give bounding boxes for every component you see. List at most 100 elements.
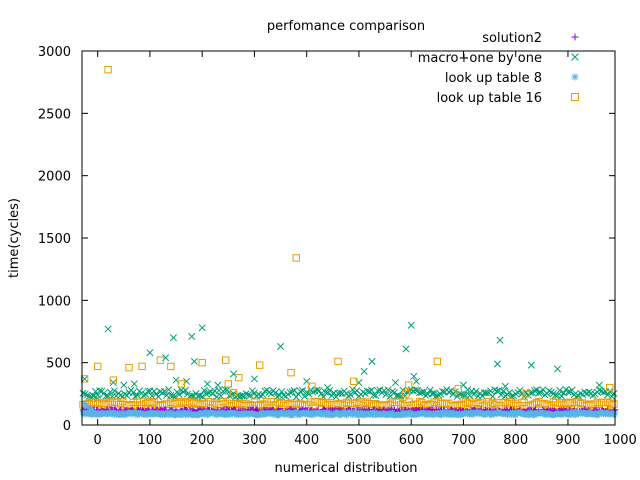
axes: 0 100 200 300 400 500 600 700 800 900 1000 0 500 1000…: [38, 45, 637, 448]
chart-title: perfomance comparison: [267, 19, 425, 34]
data-point: [212, 409, 219, 417]
data-point: [280, 391, 288, 399]
data-point: [257, 401, 265, 410]
data-point: [493, 360, 501, 368]
series-3: [79, 66, 618, 410]
y-tick-label: 500: [46, 357, 71, 372]
data-point: [165, 400, 173, 409]
data-point: [250, 375, 258, 383]
data-point: [402, 390, 410, 398]
x-tick-label: 100: [138, 433, 163, 448]
legend-item: macro+one by one: [418, 51, 579, 66]
data-point: [167, 398, 175, 406]
x-tick-label: 0: [94, 433, 102, 448]
data-point: [568, 386, 576, 394]
data-point: [610, 411, 618, 418]
data-point: [288, 388, 296, 396]
data-point: [422, 391, 430, 400]
x-tick-label: 600: [399, 433, 424, 448]
data-point: [109, 376, 118, 384]
data-point: [89, 406, 96, 414]
data-point: [344, 392, 353, 400]
data-point: [407, 321, 415, 329]
data-point: [527, 361, 535, 369]
data-point: [271, 389, 279, 397]
data-point: [171, 400, 179, 408]
data-point: [595, 400, 604, 408]
data-point: [94, 409, 101, 416]
data-point: [558, 392, 566, 400]
data-point: [411, 386, 419, 394]
data-point: [426, 386, 434, 394]
data-point: [390, 389, 399, 397]
data-point: [165, 386, 173, 394]
data-point: [496, 336, 504, 344]
data-point: [167, 362, 175, 371]
data-point: [606, 383, 614, 392]
data-point: [81, 400, 88, 408]
series-2: [79, 400, 619, 419]
data-point: [104, 410, 112, 417]
data-point: [447, 387, 455, 395]
data-point: [430, 411, 438, 419]
data-point: [593, 398, 601, 407]
data-point: [553, 365, 562, 373]
data-point: [177, 380, 185, 388]
data-point: [277, 342, 285, 351]
data-point: [512, 399, 520, 408]
data-point: [286, 388, 294, 396]
y-tick-label: 1500: [38, 232, 71, 247]
data-point: [606, 399, 614, 407]
data-point: [395, 392, 403, 400]
data-point: [175, 391, 183, 399]
data-point: [204, 389, 213, 397]
data-point: [454, 385, 462, 393]
data-point: [466, 391, 474, 400]
data-point: [307, 398, 315, 406]
data-point: [556, 386, 564, 394]
data-point: [430, 389, 438, 397]
data-point: [284, 411, 292, 418]
data-point: [374, 387, 382, 395]
plot-area: [79, 66, 619, 419]
data-point: [267, 390, 275, 398]
data-point: [162, 400, 171, 408]
x-tick-label: 800: [503, 433, 528, 448]
data-point: [96, 387, 104, 395]
data-point: [321, 409, 328, 417]
data-point: [246, 391, 254, 399]
data-point: [100, 389, 108, 397]
data-point: [413, 400, 422, 408]
data-point: [368, 357, 376, 365]
data-point: [604, 391, 612, 399]
y-tick-label: 1000: [38, 294, 71, 309]
data-point: [484, 397, 493, 406]
data-point: [104, 66, 112, 74]
data-point: [380, 387, 388, 395]
data-point: [110, 409, 117, 416]
data-point: [181, 386, 190, 394]
data-point: [86, 405, 94, 412]
data-point: [120, 381, 128, 389]
y-tick-label: 2000: [38, 170, 71, 185]
series-1: [79, 321, 618, 403]
data-point: [347, 391, 355, 399]
data-point: [109, 379, 117, 387]
data-point: [420, 388, 428, 396]
data-point: [334, 357, 342, 366]
data-point: [530, 387, 539, 395]
y-tick-label: 3000: [38, 45, 71, 60]
data-point: [482, 389, 491, 397]
data-point: [198, 324, 206, 332]
data-point: [382, 390, 390, 399]
data-point: [359, 388, 367, 396]
data-point: [533, 386, 541, 394]
data-point: [150, 387, 158, 395]
data-point: [287, 368, 295, 377]
y-tick-label: 0: [63, 419, 71, 434]
x-tick-label: 200: [190, 433, 215, 448]
data-point: [123, 391, 131, 400]
data-point: [213, 411, 221, 419]
data-point: [309, 402, 317, 410]
data-point: [129, 389, 137, 397]
